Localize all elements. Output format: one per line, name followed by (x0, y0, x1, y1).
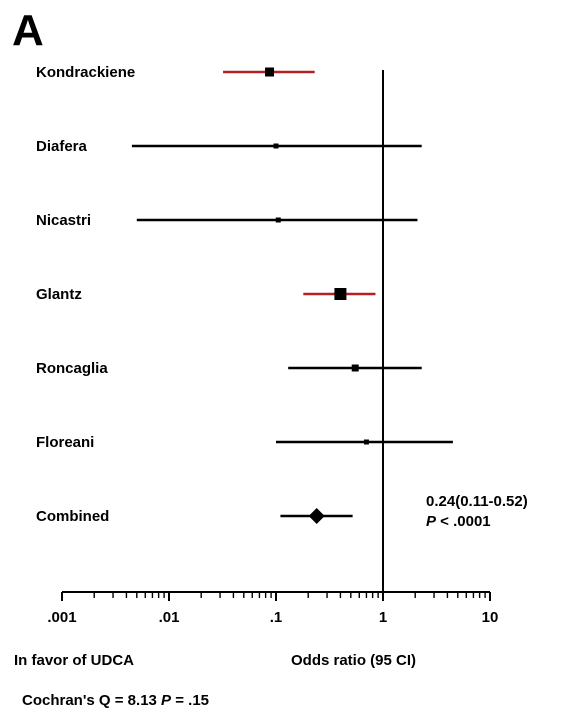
x-tick-label: 10 (482, 609, 499, 626)
combined-p-value: P < .0001 (426, 512, 528, 532)
heterogeneity-p-value: = .15 (171, 692, 210, 709)
x-tick-label: .001 (47, 609, 76, 626)
combined-diamond-marker (308, 508, 325, 524)
x-tick-label: .01 (159, 609, 180, 626)
panel-letter: A (12, 6, 44, 55)
p-symbol: P (426, 513, 437, 530)
study-label: Nicastri (36, 212, 91, 229)
favor-label: In favor of UDCA (14, 652, 134, 669)
combined-estimate-text: 0.24(0.11-0.52) (426, 493, 528, 510)
point-estimate-marker (275, 217, 281, 223)
point-estimate-marker (273, 143, 279, 149)
point-estimate-marker (265, 67, 275, 77)
x-axis-label: Odds ratio (95 CI) (291, 652, 417, 669)
combined-stats: 0.24(0.11-0.52) P < .0001 (426, 492, 528, 532)
x-tick-label: .1 (270, 609, 283, 626)
study-label: Glantz (36, 286, 82, 303)
study-label: Kondrackiene (36, 64, 135, 81)
study-label: Diafera (36, 138, 88, 155)
heterogeneity-p-symbol: P (161, 692, 172, 709)
study-label: Floreani (36, 434, 94, 451)
p-value-text: < .0001 (436, 513, 491, 530)
study-label: Roncaglia (36, 360, 108, 377)
x-tick-label: 1 (379, 609, 387, 626)
point-estimate-marker (363, 439, 369, 445)
study-label: Combined (36, 508, 109, 525)
heterogeneity-prefix: Cochran's Q = 8.13 (22, 692, 162, 709)
point-estimate-marker (334, 288, 347, 300)
heterogeneity-stat: Cochran's Q = 8.13 P = .15 (22, 692, 209, 709)
point-estimate-marker (351, 364, 359, 372)
